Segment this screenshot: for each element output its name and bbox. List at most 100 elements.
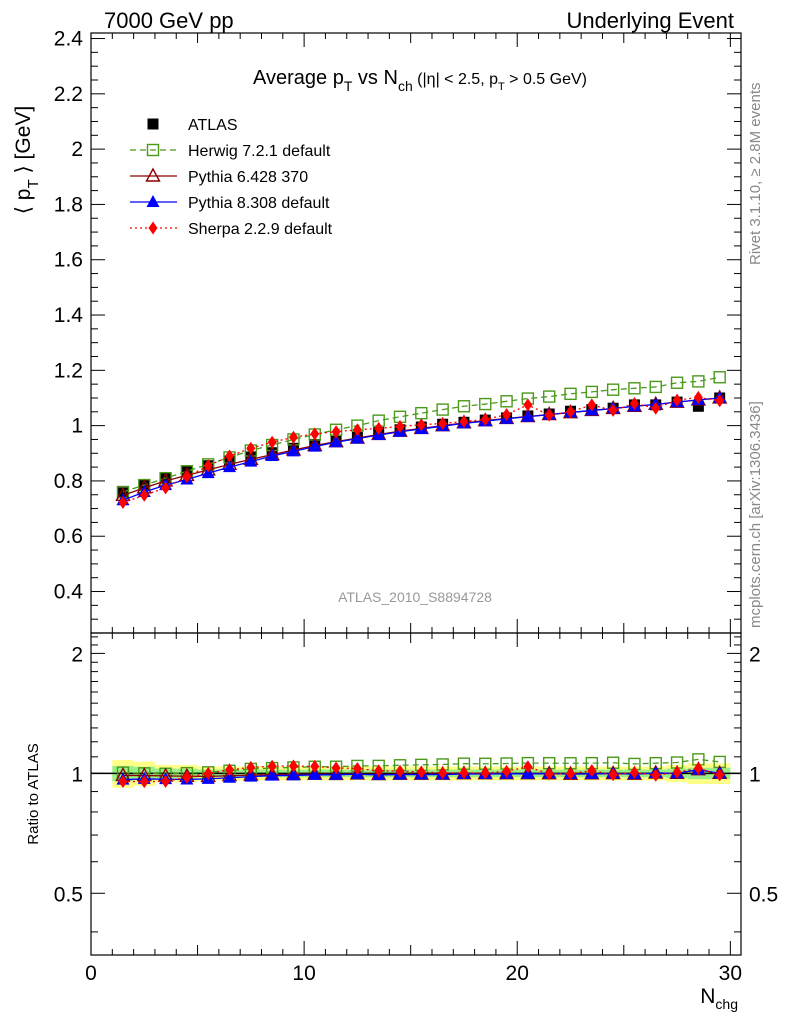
data-point-sherpa-2-2-9-default bbox=[288, 430, 298, 444]
data-point-sherpa-2-2-9-default bbox=[480, 413, 490, 427]
data-point-sherpa-2-2-9-default bbox=[523, 398, 533, 412]
data-point-pythia-8-308-default bbox=[350, 431, 364, 444]
ratio-point-pythia-8-308-default bbox=[286, 768, 300, 781]
data-point-sherpa-2-2-9-default bbox=[118, 495, 128, 509]
ratio-tick-label-right: 1 bbox=[749, 763, 761, 786]
header-right: Underlying Event bbox=[566, 8, 734, 33]
rivet-label: Rivet 3.1.10, ≥ 2.8M events bbox=[747, 83, 764, 266]
header-left: 7000 GeV pp bbox=[104, 8, 234, 33]
ratio-point-sherpa-2-2-9-default bbox=[374, 764, 384, 778]
data-point-herwig-7-2-1-default bbox=[585, 385, 599, 399]
data-point-herwig-7-2-1-default bbox=[713, 371, 726, 384]
data-point-pythia-8-308-default bbox=[244, 454, 258, 467]
data-point-pythia-8-308-default bbox=[265, 449, 279, 462]
ratio-point-pythia-8-308-default bbox=[308, 767, 322, 780]
data-point-sherpa-2-2-9-default bbox=[203, 459, 213, 473]
axis-labels: 0 10 20 30 0.4 0.6 0.8 1 1.2 1.4 1.6 1.8 2 2.2 2.4 0.5 0… bbox=[12, 28, 778, 1012]
legend-marker-pythia-8-308-default bbox=[146, 195, 160, 207]
ratio-point-sherpa-2-2-9-default bbox=[395, 764, 405, 778]
ratio-tick-label-right: 2 bbox=[749, 643, 761, 666]
legend-label-sherpa-2-2-9-default: Sherpa 2.2.9 default bbox=[188, 221, 333, 238]
ratio-point-sherpa-2-2-9-default bbox=[352, 762, 362, 776]
ratio-point-sherpa-2-2-9-default bbox=[416, 765, 426, 779]
data-point-herwig-7-2-1-default bbox=[628, 382, 641, 395]
ratio-tick-label-right: 0.5 bbox=[749, 883, 778, 906]
ratio-tick-label-left: 0.5 bbox=[54, 883, 83, 906]
data-point-sherpa-2-2-9-default bbox=[267, 435, 277, 449]
y-tick-label: 2.2 bbox=[54, 83, 83, 106]
ratio-point-sherpa-2-2-9-default bbox=[544, 767, 554, 781]
ratio-point-sherpa-2-2-9-default bbox=[459, 766, 469, 780]
data-point-herwig-7-2-1-default bbox=[649, 380, 662, 394]
legend-label-atlas: ATLAS bbox=[188, 117, 238, 134]
data-point-sherpa-2-2-9-default bbox=[566, 405, 576, 419]
y-tick-label: 0.8 bbox=[54, 470, 83, 493]
data-point-herwig-7-2-1-default bbox=[564, 387, 577, 401]
y-tick-label: 0.6 bbox=[54, 525, 83, 548]
data-point-sherpa-2-2-9-default bbox=[438, 416, 448, 430]
ratio-point-sherpa-2-2-9-default bbox=[693, 761, 703, 775]
legend-marker-pythia-6-428-370 bbox=[145, 167, 161, 182]
data-point-sherpa-2-2-9-default bbox=[459, 414, 469, 428]
data-point-sherpa-2-2-9-default bbox=[310, 427, 320, 441]
y-tick-label: 1.6 bbox=[54, 249, 83, 272]
ratio-point-sherpa-2-2-9-default bbox=[651, 768, 661, 782]
legend-marker-herwig-7-2-1-default bbox=[146, 143, 160, 157]
y-tick-label: 0.4 bbox=[54, 581, 84, 604]
data-point-atlas bbox=[692, 400, 704, 412]
y-tick-label: 1 bbox=[71, 415, 83, 438]
data-point-pythia-8-308-default bbox=[521, 409, 535, 422]
data-point-herwig-7-2-1-default bbox=[500, 395, 513, 408]
ratio-point-sherpa-2-2-9-default bbox=[672, 765, 682, 779]
ratio-tick-label-left: 2 bbox=[71, 643, 83, 666]
ratio-point-sherpa-2-2-9-default bbox=[629, 766, 639, 780]
data-point-herwig-7-2-1-default bbox=[542, 390, 556, 403]
data-point-sherpa-2-2-9-default bbox=[161, 481, 171, 495]
ratio-point-sherpa-2-2-9-default bbox=[608, 768, 618, 782]
ratio-point-sherpa-2-2-9-default bbox=[331, 761, 341, 775]
data-point-sherpa-2-2-9-default bbox=[629, 397, 639, 411]
data-point-sherpa-2-2-9-default bbox=[544, 408, 554, 422]
data-point-herwig-7-2-1-default bbox=[692, 375, 705, 388]
data-point-sherpa-2-2-9-default bbox=[693, 390, 703, 404]
ratio-point-sherpa-2-2-9-default bbox=[139, 775, 149, 789]
data-point-herwig-7-2-1-default bbox=[479, 397, 492, 411]
data-point-herwig-7-2-1-default bbox=[670, 376, 684, 389]
data-point-pythia-8-308-default bbox=[308, 439, 322, 452]
ratio-point-sherpa-2-2-9-default bbox=[203, 766, 213, 780]
ratio-point-sherpa-2-2-9-default bbox=[267, 759, 277, 773]
legend-marker-sherpa-2-2-9-default bbox=[148, 221, 158, 235]
legend-label-herwig-7-2-1-default: Herwig 7.2.1 default bbox=[188, 143, 331, 160]
data-point-herwig-7-2-1-default bbox=[606, 383, 620, 396]
ratio-point-pythia-8-308-default bbox=[244, 769, 258, 782]
ratio-plot bbox=[90, 632, 742, 956]
x-tick-label: 30 bbox=[719, 962, 742, 985]
x-tick-label: 0 bbox=[85, 962, 97, 985]
chart-title: Average pT vs Nch (|η| < 2.5, pT > 0.5 G… bbox=[253, 67, 587, 94]
legend-label-pythia-8-308-default: Pythia 8.308 default bbox=[188, 195, 330, 212]
data-point-sherpa-2-2-9-default bbox=[246, 441, 256, 455]
y-tick-label: 2 bbox=[71, 138, 83, 161]
data-point-pythia-8-308-default bbox=[329, 435, 343, 448]
ratio-point-sherpa-2-2-9-default bbox=[288, 759, 298, 773]
y-tick-label: 1.8 bbox=[54, 193, 83, 216]
x-tick-label: 20 bbox=[506, 962, 529, 985]
x-axis-label: Nchg bbox=[700, 985, 738, 1012]
ratio-point-sherpa-2-2-9-default bbox=[438, 766, 448, 780]
ratio-point-sherpa-2-2-9-default bbox=[715, 768, 725, 782]
x-tick-label: 10 bbox=[292, 962, 315, 985]
data-point-sherpa-2-2-9-default bbox=[139, 488, 149, 502]
ratio-point-sherpa-2-2-9-default bbox=[161, 774, 171, 788]
analysis-label: ATLAS_2010_S8894728 bbox=[338, 589, 492, 605]
series-line-sherpa-2-2-9-default bbox=[122, 396, 720, 504]
ratio-point-sherpa-2-2-9-default bbox=[523, 760, 533, 774]
data-point-herwig-7-2-1-default bbox=[457, 400, 471, 413]
ratio-point-sherpa-2-2-9-default bbox=[502, 764, 512, 778]
ratio-point-sherpa-2-2-9-default bbox=[310, 759, 320, 773]
legend: ATLAS Herwig 7.2.1 default Pythia 6.428 37… bbox=[130, 117, 333, 238]
ratio-y-axis-label: Ratio to ATLAS bbox=[25, 743, 42, 844]
y-tick-label: 2.4 bbox=[54, 28, 84, 51]
data-point-sherpa-2-2-9-default bbox=[182, 470, 192, 484]
